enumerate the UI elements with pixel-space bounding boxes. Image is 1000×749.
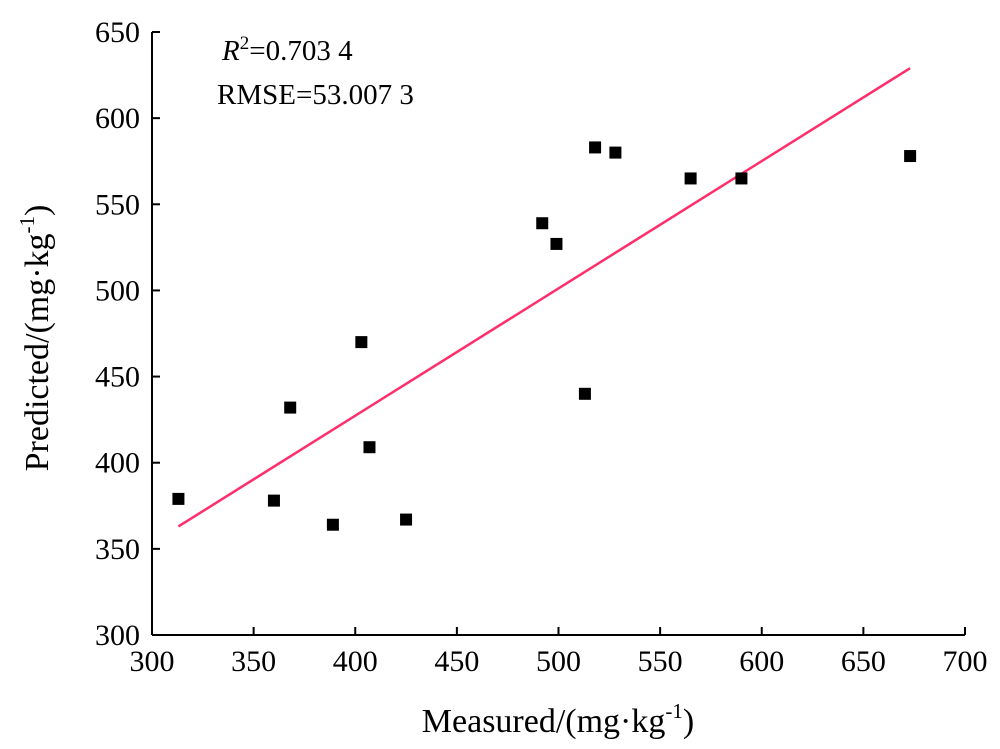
data-point-square [267, 494, 280, 507]
data-point-square [609, 146, 622, 159]
y-tick-label: 350 [95, 533, 140, 566]
r-squared-exponent: 2 [240, 33, 250, 54]
y-tick-label: 600 [95, 102, 140, 135]
r-squared-symbol: R [221, 35, 240, 67]
data-point-square [589, 141, 602, 154]
data-point-square [400, 513, 413, 526]
r-squared-value: =0.703 4 [249, 35, 353, 67]
data-point-square [363, 441, 376, 454]
data-point-square [326, 518, 339, 531]
x-tick-label: 400 [333, 645, 378, 678]
y-axis-title: Predicted/(mg·kg-1) [15, 205, 56, 472]
data-point-square [684, 172, 697, 185]
x-axis-title-tail: ) [683, 703, 694, 740]
data-point-square [172, 492, 185, 505]
x-tick-label: 300 [130, 645, 175, 678]
x-ticks: 300 350 400 450 500 550 600 650 700 [130, 627, 988, 678]
regression-line [177, 67, 911, 528]
data-point-square [735, 172, 748, 185]
x-axis-title: Measured/(mg·kg-1) [422, 699, 694, 740]
data-point-square [536, 217, 549, 230]
data-point-square [550, 237, 563, 250]
data-point-square [904, 150, 917, 163]
y-tick-label: 500 [95, 274, 140, 307]
fit-line-group [177, 67, 911, 528]
y-ticks: 300 350 400 450 500 550 600 650 [95, 16, 160, 652]
x-tick-label: 600 [739, 645, 784, 678]
y-axis-title-exponent: -1 [15, 216, 39, 234]
y-tick-label: 650 [95, 16, 140, 49]
data-point-square [284, 401, 297, 414]
x-tick-label: 450 [434, 645, 479, 678]
axes [151, 32, 965, 636]
y-tick-label: 450 [95, 361, 140, 394]
data-points [172, 141, 917, 531]
y-axis-title-tail: ) [19, 205, 56, 216]
y-axis-title-text: Predicted/(mg·kg [19, 233, 56, 471]
y-tick-label: 400 [95, 447, 140, 480]
x-tick-label: 350 [231, 645, 276, 678]
rmse-annotation: RMSE=53.007 3 [217, 79, 414, 111]
r-squared-annotation: R2=0.703 4 [221, 33, 353, 67]
x-tick-label: 650 [841, 645, 886, 678]
y-tick-label: 300 [95, 619, 140, 652]
x-tick-label: 700 [943, 645, 988, 678]
data-point-square [355, 336, 368, 349]
x-axis-title-exponent: -1 [665, 699, 683, 723]
data-point-square [578, 387, 591, 400]
y-tick-label: 550 [95, 188, 140, 221]
x-tick-label: 550 [638, 645, 683, 678]
x-tick-label: 500 [536, 645, 581, 678]
x-axis-title-text: Measured/(mg·kg [422, 703, 666, 740]
